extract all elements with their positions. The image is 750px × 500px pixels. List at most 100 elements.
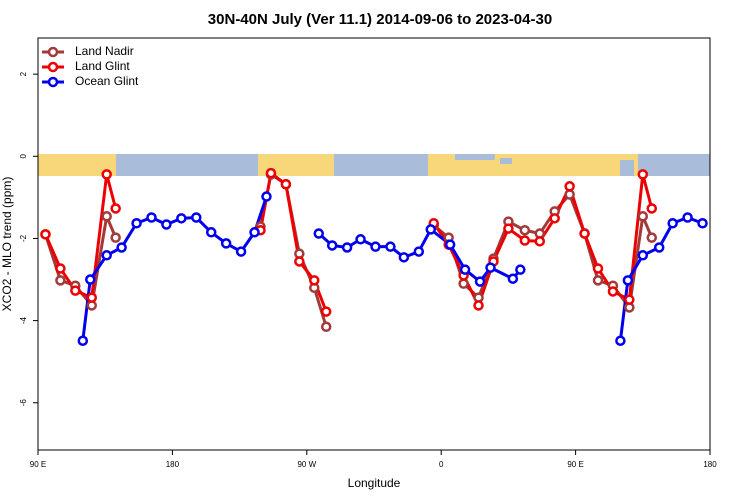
data-point <box>503 223 514 234</box>
data-point <box>320 306 332 317</box>
data-point <box>385 241 396 252</box>
data-point <box>235 246 247 257</box>
y-tick-label: 0 <box>19 154 28 159</box>
land-band <box>38 154 116 176</box>
data-point <box>398 252 410 263</box>
chart-title: 30N-40N July (Ver 11.1) 2014-09-06 to 20… <box>208 11 552 28</box>
data-point <box>326 240 338 251</box>
data-point <box>592 263 604 274</box>
data-point <box>280 178 292 190</box>
data-point <box>161 219 172 230</box>
data-point <box>77 335 89 346</box>
data-point <box>70 285 81 296</box>
data-point <box>313 228 324 239</box>
legend-marker <box>47 61 59 73</box>
data-point <box>637 169 649 180</box>
data-point <box>370 241 381 252</box>
data-point <box>615 335 626 346</box>
data-point <box>249 227 260 238</box>
legend-label: Land Glint <box>75 59 130 73</box>
x-tick-label: 0 <box>439 460 444 469</box>
data-point <box>459 264 471 275</box>
series-line <box>44 171 654 313</box>
data-point <box>485 262 496 273</box>
data-point <box>265 167 277 179</box>
data-point <box>549 213 560 224</box>
x-tick-label: 90 W <box>297 460 316 469</box>
data-point <box>309 275 320 286</box>
legend-label: Ocean Glint <box>75 74 139 88</box>
data-point <box>592 275 604 286</box>
land-band <box>258 154 334 176</box>
data-point <box>646 232 658 243</box>
data-point <box>564 181 575 192</box>
sea-patch <box>455 154 495 160</box>
legend-label: Land Nadir <box>75 44 134 58</box>
data-point <box>110 203 121 214</box>
sea-patch <box>500 158 512 164</box>
data-point <box>515 264 526 275</box>
data-point <box>507 273 519 284</box>
data-point <box>116 242 127 253</box>
y-tick-label: -6 <box>19 399 28 407</box>
data-point <box>579 228 590 239</box>
legend-marker <box>47 76 59 88</box>
data-point <box>637 250 649 261</box>
data-point <box>146 212 157 223</box>
legend-marker <box>47 46 59 58</box>
data-point <box>205 227 217 238</box>
data-point <box>519 224 531 236</box>
data-point <box>653 242 665 253</box>
data-point <box>473 300 484 311</box>
data-point <box>131 218 142 229</box>
data-point <box>176 213 187 224</box>
data-point <box>413 246 425 257</box>
data-point <box>534 236 546 247</box>
data-point <box>86 292 98 303</box>
plot-frame <box>37 37 711 451</box>
data-point <box>110 232 121 243</box>
data-point <box>294 256 305 267</box>
data-point <box>341 242 353 253</box>
x-axis-label: Longitude <box>348 476 401 490</box>
data-point <box>425 224 436 235</box>
data-point <box>607 286 619 297</box>
data-point <box>85 274 96 285</box>
data-point <box>55 263 66 274</box>
y-tick-label: -4 <box>19 317 28 325</box>
data-point <box>622 275 634 286</box>
data-point <box>191 212 202 223</box>
data-point <box>624 294 635 305</box>
y-tick-label: -2 <box>19 234 28 242</box>
data-point <box>261 191 272 202</box>
data-point <box>101 169 112 180</box>
x-tick-label: 180 <box>703 460 717 469</box>
data-point <box>682 212 693 223</box>
data-point <box>55 275 66 286</box>
x-tick-label: 90 E <box>30 460 46 469</box>
data-point <box>220 238 232 249</box>
data-point <box>519 235 531 246</box>
data-point <box>667 218 678 229</box>
y-tick-label: 2 <box>19 71 28 76</box>
map-strip <box>38 154 710 176</box>
x-tick-label: 180 <box>166 460 180 469</box>
data-point <box>40 229 51 240</box>
data-point <box>646 203 658 214</box>
data-point <box>458 278 469 289</box>
x-tick-label: 90 E <box>567 460 583 469</box>
data-point <box>637 211 649 222</box>
data-point <box>564 189 575 200</box>
data-point <box>697 218 708 229</box>
data-point <box>101 250 112 261</box>
data-point <box>320 321 332 333</box>
series-line <box>81 196 704 341</box>
data-point <box>101 211 112 222</box>
y-axis-label: XCO2 - MLO trend (ppm) <box>0 177 14 312</box>
data-point <box>355 234 366 245</box>
data-point <box>444 239 456 250</box>
data-point <box>474 276 486 287</box>
sea-patch <box>620 160 634 176</box>
